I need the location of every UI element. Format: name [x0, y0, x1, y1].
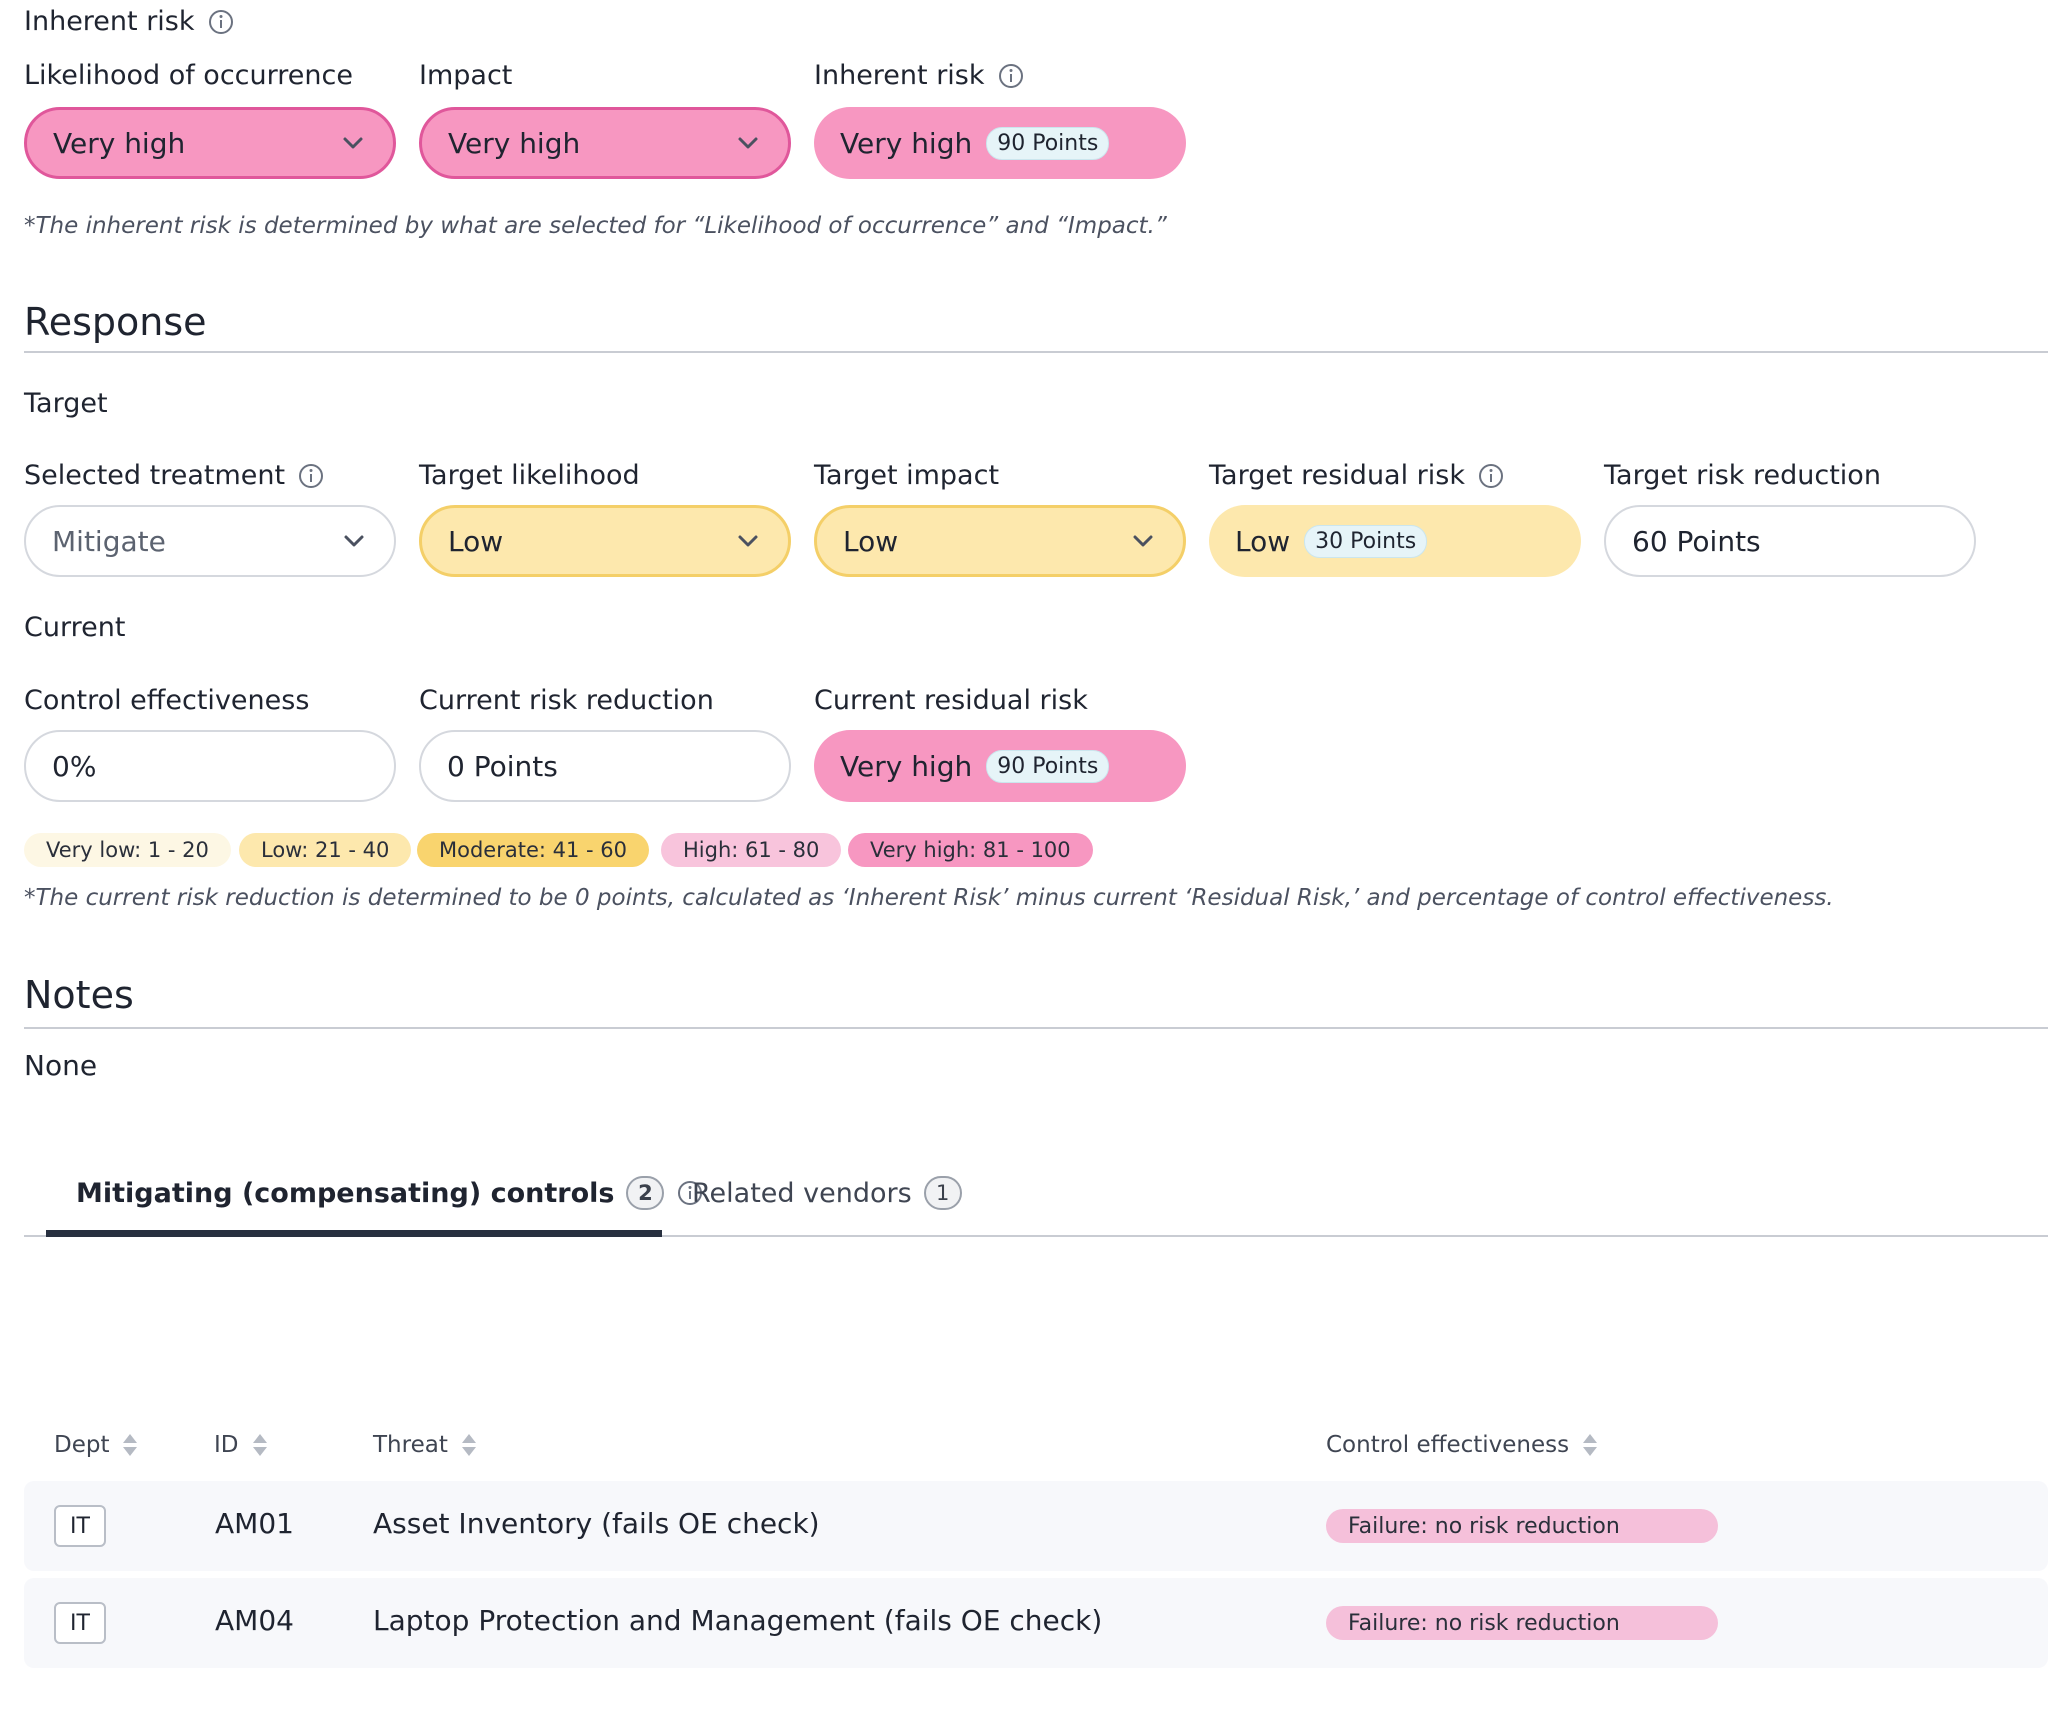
impact-select[interactable]: Very high — [419, 107, 791, 179]
legend-low: Low: 21 - 40 — [239, 833, 412, 867]
current-reduction-value: 0 Points — [419, 730, 791, 802]
chevron-down-icon — [343, 137, 363, 149]
sort-icon — [252, 1434, 267, 1456]
treatment-label: Selected treatment — [24, 460, 325, 491]
dept-badge: IT — [54, 1602, 106, 1644]
current-reduction-label: Current risk reduction — [419, 685, 714, 716]
target-likelihood-label: Target likelihood — [419, 460, 640, 491]
tab-mitigating-controls[interactable]: Mitigating (compensating) controls 2 — [76, 1176, 704, 1210]
control-effectiveness-label: Control effectiveness — [24, 685, 310, 716]
divider — [24, 1027, 2048, 1029]
treatment-select[interactable]: Mitigate — [24, 505, 396, 577]
points-badge: 30 Points — [1304, 524, 1428, 558]
chevron-down-icon — [738, 535, 758, 547]
count-badge: 2 — [626, 1176, 665, 1210]
info-icon[interactable] — [1477, 462, 1505, 490]
inherent-risk-heading: Inherent risk — [24, 6, 235, 37]
column-dept[interactable]: Dept — [54, 1432, 139, 1458]
target-residual-value: Low 30 Points — [1209, 505, 1581, 577]
chevron-down-icon — [1133, 535, 1153, 547]
column-threat[interactable]: Threat — [373, 1432, 478, 1458]
control-id: AM04 — [215, 1604, 294, 1637]
control-effectiveness-value: 0% — [24, 730, 396, 802]
notes-value: None — [24, 1049, 98, 1082]
dept-badge: IT — [54, 1505, 106, 1547]
impact-label: Impact — [419, 60, 513, 91]
tab-related-vendors[interactable]: Related vendors 1 — [692, 1176, 962, 1210]
sort-icon — [1583, 1434, 1598, 1456]
table-row[interactable]: IT AM04 Laptop Protection and Management… — [24, 1578, 2048, 1668]
likelihood-label: Likelihood of occurrence — [24, 60, 353, 91]
chevron-down-icon — [344, 535, 364, 547]
notes-heading: Notes — [24, 973, 134, 1017]
sort-icon — [461, 1434, 476, 1456]
response-heading: Response — [24, 300, 207, 344]
chevron-down-icon — [738, 137, 758, 149]
likelihood-select[interactable]: Very high — [24, 107, 396, 179]
target-reduction-label: Target risk reduction — [1604, 460, 1881, 491]
target-reduction-value: 60 Points — [1604, 505, 1976, 577]
current-footnote: *The current risk reduction is determine… — [24, 885, 1834, 911]
target-impact-select[interactable]: Low — [814, 505, 1186, 577]
legend-moderate: Moderate: 41 - 60 — [417, 833, 649, 867]
legend-high: High: 61 - 80 — [661, 833, 842, 867]
sort-icon — [123, 1434, 138, 1456]
current-residual-value: Very high 90 Points — [814, 730, 1186, 802]
legend-very-high: Very high: 81 - 100 — [848, 833, 1093, 867]
inherent-footnote: *The inherent risk is determined by what… — [24, 213, 1167, 239]
target-impact-label: Target impact — [814, 460, 1000, 491]
target-likelihood-select[interactable]: Low — [419, 505, 791, 577]
count-badge: 1 — [923, 1176, 962, 1210]
table-row[interactable]: IT AM01 Asset Inventory (fails OE check)… — [24, 1481, 2048, 1571]
target-residual-label: Target residual risk — [1209, 460, 1505, 491]
column-id[interactable]: ID — [214, 1432, 269, 1458]
tabs-divider — [24, 1235, 2048, 1237]
effectiveness-badge: Failure: no risk reduction — [1326, 1606, 1718, 1640]
legend-very-low: Very low: 1 - 20 — [24, 833, 231, 867]
divider — [24, 351, 2048, 353]
effectiveness-badge: Failure: no risk reduction — [1326, 1509, 1718, 1543]
info-icon[interactable] — [997, 62, 1025, 90]
active-tab-indicator — [46, 1230, 662, 1237]
target-heading: Target — [24, 388, 108, 419]
inherent-risk-value: Very high 90 Points — [814, 107, 1186, 179]
current-heading: Current — [24, 612, 126, 643]
info-icon[interactable] — [297, 462, 325, 490]
column-control-effectiveness[interactable]: Control effectiveness — [1326, 1432, 1599, 1458]
points-badge: 90 Points — [986, 126, 1110, 160]
info-icon[interactable] — [207, 8, 235, 36]
current-residual-label: Current residual risk — [814, 685, 1088, 716]
inherent-risk-label: Inherent risk — [814, 60, 1025, 91]
control-id: AM01 — [215, 1507, 294, 1540]
info-icon[interactable] — [676, 1179, 704, 1207]
threat-name: Asset Inventory (fails OE check) — [373, 1507, 820, 1540]
threat-name: Laptop Protection and Management (fails … — [373, 1604, 1103, 1637]
points-badge: 90 Points — [986, 749, 1110, 783]
